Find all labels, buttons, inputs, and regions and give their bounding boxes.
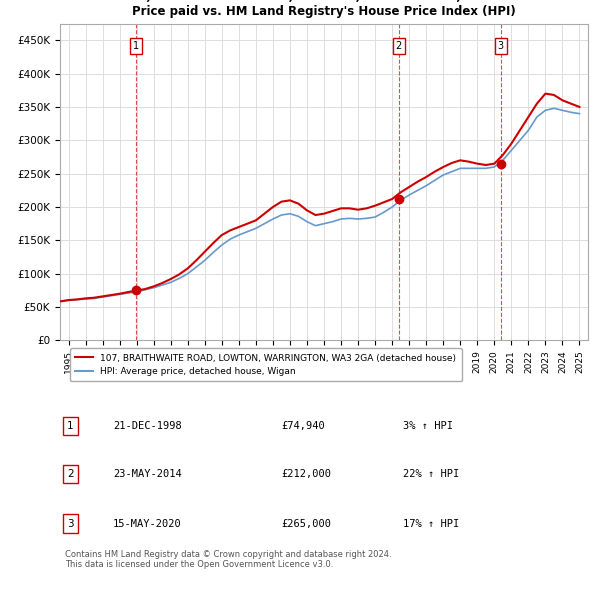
Text: 22% ↑ HPI: 22% ↑ HPI [403,469,460,479]
Text: 3: 3 [67,519,74,529]
Text: Contains HM Land Registry data © Crown copyright and database right 2024.
This d: Contains HM Land Registry data © Crown c… [65,550,392,569]
Text: 1: 1 [133,41,139,51]
Text: 1: 1 [67,421,74,431]
Text: £265,000: £265,000 [282,519,332,529]
Text: 21-DEC-1998: 21-DEC-1998 [113,421,182,431]
Text: 15-MAY-2020: 15-MAY-2020 [113,519,182,529]
Text: 23-MAY-2014: 23-MAY-2014 [113,469,182,479]
Title: 107, BRAITHWAITE ROAD, LOWTON, WARRINGTON, WA3 2GA
Price paid vs. HM Land Regist: 107, BRAITHWAITE ROAD, LOWTON, WARRINGTO… [122,0,526,18]
Text: 3% ↑ HPI: 3% ↑ HPI [403,421,453,431]
Legend: 107, BRAITHWAITE ROAD, LOWTON, WARRINGTON, WA3 2GA (detached house), HPI: Averag: 107, BRAITHWAITE ROAD, LOWTON, WARRINGTO… [70,348,462,382]
Text: 2: 2 [395,41,402,51]
Text: 3: 3 [497,41,503,51]
Text: £74,940: £74,940 [282,421,326,431]
Text: £212,000: £212,000 [282,469,332,479]
Text: 2: 2 [67,469,74,479]
Text: 17% ↑ HPI: 17% ↑ HPI [403,519,460,529]
